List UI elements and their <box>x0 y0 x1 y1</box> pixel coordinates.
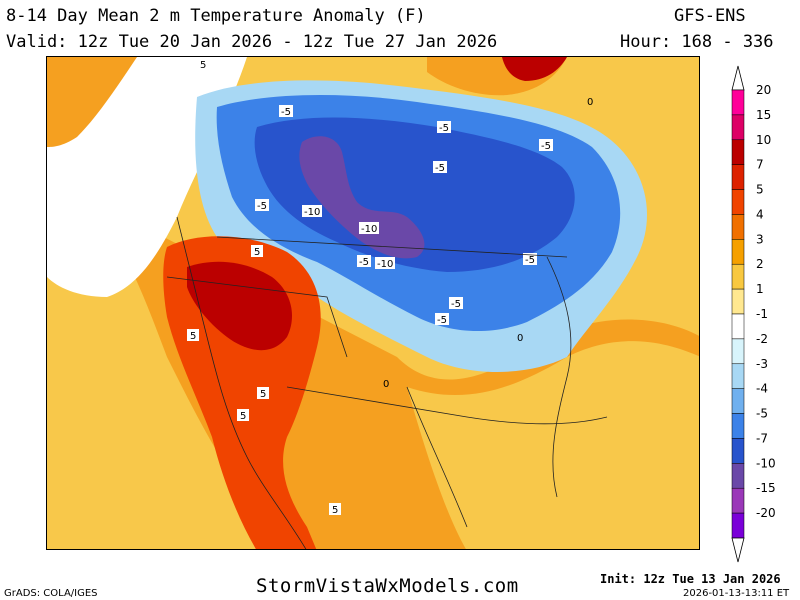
legend-label: 10 <box>756 133 771 147</box>
contour-label: 5 <box>190 331 196 342</box>
contour-label: 5 <box>260 389 266 400</box>
legend-swatch <box>731 164 745 190</box>
arctic-hot-patch <box>502 57 567 81</box>
legend-swatch <box>731 413 745 439</box>
contour-label: -5 <box>541 141 551 152</box>
legend-swatch <box>731 288 745 315</box>
legend-label: 4 <box>756 207 764 221</box>
alaska-warm-area <box>47 57 137 147</box>
legend-arrow-bottom <box>731 537 745 563</box>
contour-label: 5 <box>332 505 338 516</box>
legend-swatch <box>731 463 745 489</box>
legend-label: -15 <box>756 481 776 495</box>
legend-swatch <box>731 239 745 265</box>
legend-swatch <box>731 388 745 414</box>
legend-swatch <box>731 139 745 165</box>
model-name: GFS-ENS <box>674 6 746 26</box>
contour-label: -5 <box>439 123 449 134</box>
contour-label: 5 <box>254 247 260 258</box>
legend-label: -5 <box>756 407 768 421</box>
east-yellow-region <box>407 341 699 549</box>
contour-label: 0 <box>517 333 523 344</box>
legend-swatch <box>731 214 745 240</box>
legend-swatch <box>731 189 745 215</box>
legend-label: -20 <box>756 506 776 520</box>
legend-swatch <box>731 313 745 340</box>
legend-swatch <box>731 363 745 389</box>
chart-title: 8-14 Day Mean 2 m Temperature Anomaly (F… <box>6 6 426 26</box>
legend-label: 15 <box>756 108 771 122</box>
legend-label: -4 <box>756 382 768 396</box>
legend-swatch <box>731 89 745 116</box>
init-time: Init: 12z Tue 13 Jan 2026 <box>600 572 781 586</box>
legend-label: 2 <box>756 257 764 271</box>
valid-period: Valid: 12z Tue 20 Jan 2026 - 12z Tue 27 … <box>6 32 498 52</box>
legend-swatch <box>731 338 745 365</box>
legend-label: -1 <box>756 307 768 321</box>
legend-label: -10 <box>756 456 776 470</box>
contour-label: -5 <box>281 107 291 118</box>
anomaly-map: 5 -5 -5 -5 -5 -5 -10 -10 -5 -10 -5 -5 -5 <box>46 56 700 550</box>
coldest-region <box>299 136 425 259</box>
contour-label: -10 <box>304 207 320 218</box>
geography-lines <box>166 216 608 549</box>
legend-swatch <box>731 263 745 290</box>
contour-label: -5 <box>359 257 369 268</box>
legend-label: -2 <box>756 332 768 346</box>
legend-label: 20 <box>756 83 771 97</box>
contour-label: -10 <box>377 259 393 270</box>
southwest-hot-core <box>187 261 292 351</box>
site-name: StormVistaWxModels.com <box>256 575 519 597</box>
legend-swatch <box>731 487 745 514</box>
legend-swatch <box>731 512 745 539</box>
legend-label: 1 <box>756 282 764 296</box>
contour-label: -10 <box>361 224 377 235</box>
legend-arrow-top <box>731 65 745 91</box>
legend-label: -7 <box>756 431 768 445</box>
contour-label: 0 <box>587 97 593 108</box>
contour-label: -5 <box>437 315 447 326</box>
legend-label: 3 <box>756 232 764 246</box>
legend-label: 7 <box>756 158 764 172</box>
timestamp: 2026-01-13-13:11 ET <box>683 588 790 599</box>
legend-bar: 20 15 10 7 5 4 3 2 1 -1 -2 -3 -4 -5 -7 -10 -15 -20 <box>731 65 776 563</box>
color-legend: 20 15 10 7 5 4 3 2 1 -1 -2 -3 -4 -5 -7 -10 -15 -20 <box>728 64 800 564</box>
contour-label: 5 <box>240 411 246 422</box>
forecast-hours: Hour: 168 - 336 <box>620 32 774 52</box>
legend-label: 5 <box>756 183 764 197</box>
contour-labels: 5 -5 -5 -5 -5 -5 -10 -10 -5 -10 -5 -5 -5 <box>187 58 593 516</box>
contour-label: -5 <box>525 255 535 266</box>
contour-label: -5 <box>435 163 445 174</box>
contour-label: 0 <box>383 379 389 390</box>
legend-label: -3 <box>756 357 768 371</box>
legend-swatch <box>731 438 745 464</box>
contour-label: -5 <box>451 299 461 310</box>
legend-swatch <box>731 114 745 141</box>
contour-label: -5 <box>257 201 267 212</box>
grads-credit: GrADS: COLA/IGES <box>4 588 98 599</box>
map-canvas: 5 -5 -5 -5 -5 -5 -10 -10 -5 -10 -5 -5 -5 <box>47 57 699 549</box>
contour-label: 5 <box>200 60 206 71</box>
